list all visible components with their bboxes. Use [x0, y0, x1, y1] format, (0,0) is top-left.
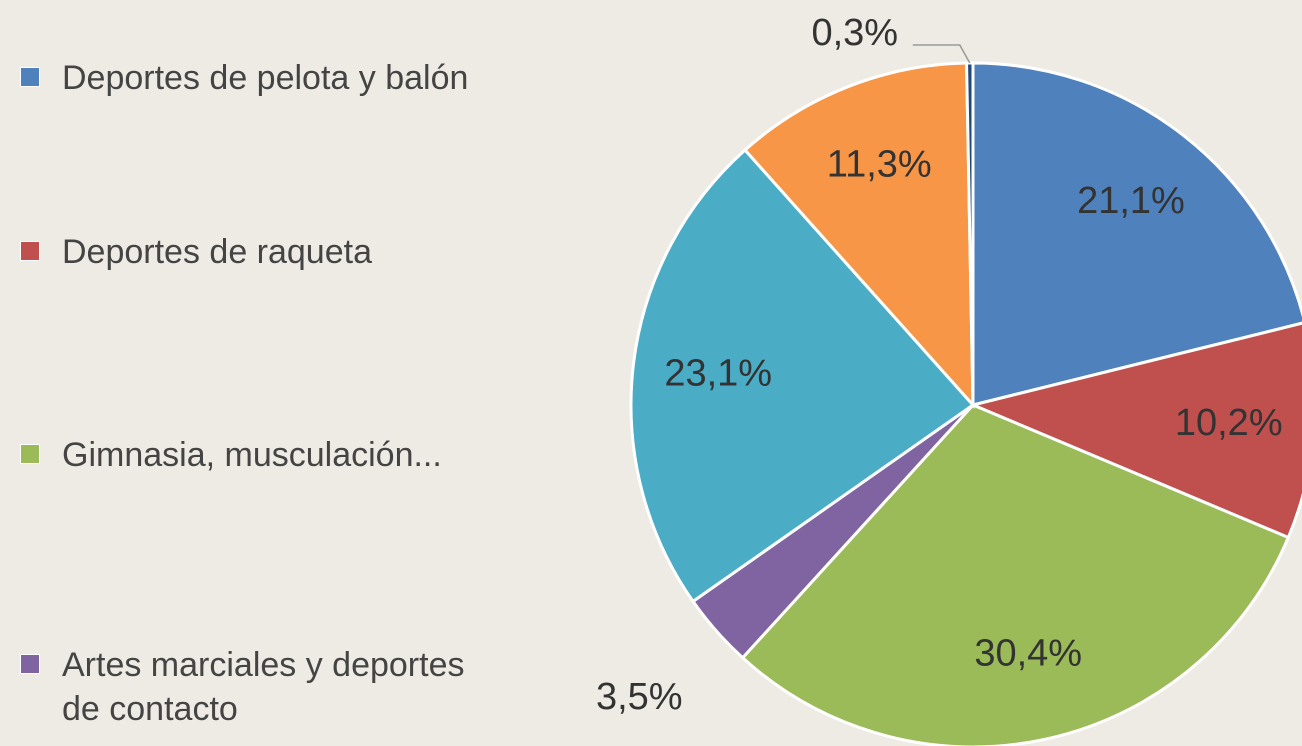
legend-label: Gimnasia, musculación...: [62, 436, 442, 474]
data-label: 0,3%: [811, 12, 898, 54]
pie-slice: [968, 321, 1302, 540]
legend: Deportes de pelota y balón Deportes de ra…: [0, 0, 560, 746]
data-label: 3,5%: [596, 676, 683, 718]
data-label: 11,3%: [827, 143, 932, 185]
leader-line: [912, 44, 971, 64]
legend-swatch: [20, 654, 40, 674]
data-label: 30,4%: [974, 633, 1082, 675]
data-label: 10,2%: [1175, 402, 1283, 444]
legend-label: Deportes de raqueta: [62, 233, 372, 271]
data-label: 21,1%: [1077, 180, 1185, 222]
pie-slice: [740, 403, 1291, 746]
pie-slice: [629, 147, 976, 604]
legend-item: Gimnasia, musculación...: [20, 433, 490, 477]
legend-label: Deportes de pelota y balón: [62, 59, 469, 97]
legend-swatch: [20, 444, 40, 464]
legend-item: Artes marciales y deportes de contacto: [20, 643, 490, 731]
data-label: 23,1%: [664, 353, 772, 395]
legend-item: Deportes de raqueta: [20, 230, 490, 274]
legend-label: Artes marciales y deportes de contacto: [62, 646, 465, 728]
pie-slice: [742, 61, 975, 410]
legend-swatch: [20, 241, 40, 261]
legend-swatch: [20, 67, 40, 87]
legend-item: Deportes de pelota y balón: [20, 56, 490, 100]
pie-slice: [971, 61, 1302, 407]
